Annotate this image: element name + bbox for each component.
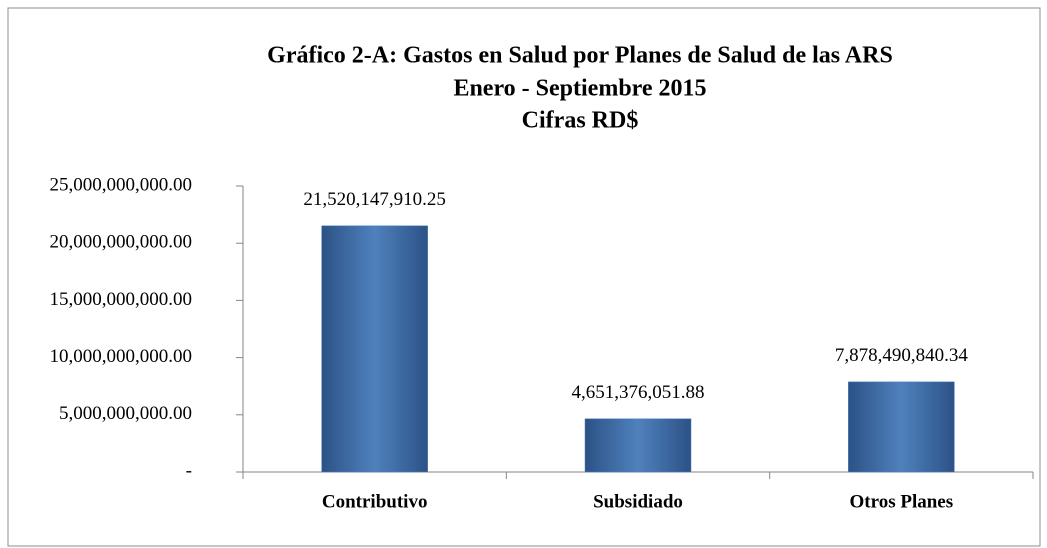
- y-tick-label: -: [186, 460, 192, 481]
- chart-subtitle: Cifras RD$: [522, 108, 639, 134]
- chart-title: Gráfico 2-A: Gastos en Salud por Planes …: [267, 43, 893, 69]
- bar: [321, 225, 428, 473]
- x-tick-label: Subsidiado: [593, 491, 683, 512]
- chart-subtitle: Enero - Septiembre 2015: [453, 76, 706, 102]
- y-tick-label: 20,000,000,000.00: [50, 232, 193, 253]
- y-tick-label: 10,000,000,000.00: [50, 346, 193, 367]
- x-tick-label: Otros Planes: [850, 491, 954, 512]
- y-tick-label: 25,000,000,000.00: [50, 174, 193, 195]
- y-tick-label: 5,000,000,000.00: [59, 403, 192, 424]
- bar: [848, 381, 955, 473]
- y-tick-label: 15,000,000,000.00: [50, 289, 193, 310]
- data-label: 21,520,147,910.25: [303, 189, 446, 210]
- data-label: 7,878,490,840.34: [835, 345, 969, 366]
- x-tick-label: Contributivo: [322, 491, 428, 512]
- bar: [584, 418, 692, 473]
- data-label: 4,651,376,051.88: [572, 382, 705, 403]
